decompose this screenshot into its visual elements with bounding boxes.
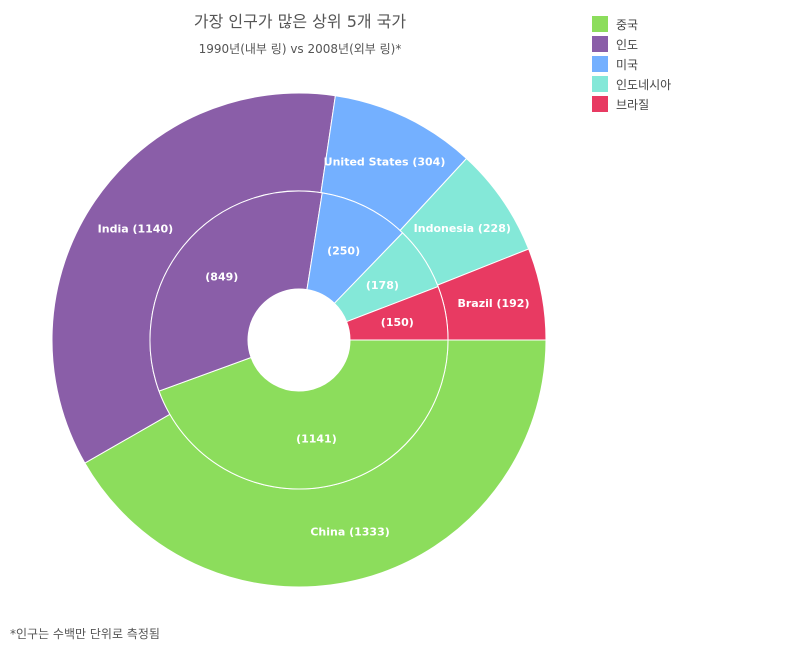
legend-item-indonesia[interactable]: 인도네시아	[592, 74, 772, 94]
inner-label-united-states: (250)	[327, 245, 360, 258]
legend-label: 브라질	[616, 97, 650, 112]
legend-label: 미국	[616, 57, 639, 72]
chart-subtitle: 1990년(내부 링) vs 2008년(외부 링)*	[198, 42, 402, 56]
legend-label: 인도	[616, 37, 639, 52]
outer-label-brazil: Brazil (192)	[457, 297, 529, 310]
legend-swatch	[592, 96, 608, 112]
legend-swatch	[592, 16, 608, 32]
legend-label: 중국	[616, 17, 639, 32]
inner-label-china: (1141)	[296, 432, 337, 445]
legend-swatch	[592, 76, 608, 92]
outer-label-india: India (1140)	[98, 222, 174, 235]
outer-ring	[51, 92, 547, 588]
inner-label-indonesia: (178)	[366, 279, 399, 292]
inner-ring	[149, 190, 449, 490]
legend-item-brazil[interactable]: 브라질	[592, 94, 772, 114]
inner-slice-india[interactable]	[149, 190, 323, 392]
legend: 중국 인도 미국 인도네시아 브라질	[592, 14, 772, 114]
legend-item-united-states[interactable]: 미국	[592, 54, 772, 74]
legend-label: 인도네시아	[616, 77, 672, 92]
outer-label-china: China (1333)	[310, 525, 389, 538]
outer-label-united-states: United States (304)	[324, 155, 446, 168]
inner-label-brazil: (150)	[381, 316, 414, 329]
slice-labels: China (1333) India (1140) United States (3…	[98, 155, 530, 538]
legend-swatch	[592, 36, 608, 52]
legend-item-india[interactable]: 인도	[592, 34, 772, 54]
chart-title: 가장 인구가 많은 상위 5개 국가	[193, 12, 407, 31]
inner-slice-brazil[interactable]	[345, 285, 449, 341]
inner-label-india: (849)	[205, 270, 238, 283]
legend-swatch	[592, 56, 608, 72]
outer-label-indonesia: Indonesia (228)	[414, 222, 511, 235]
footnote: *인구는 수백만 단위로 측정됨	[10, 627, 160, 641]
inner-slice-china[interactable]	[158, 339, 449, 490]
legend-item-china[interactable]: 중국	[592, 14, 772, 34]
